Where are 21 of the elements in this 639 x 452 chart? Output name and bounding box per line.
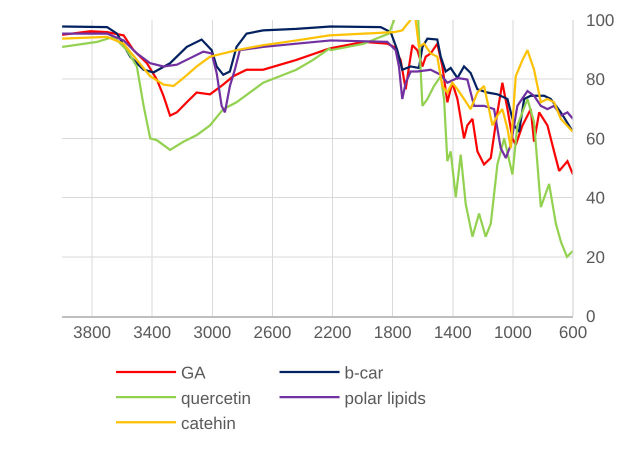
y-tick-label: 100: [586, 10, 614, 30]
line-series: [62, 25, 573, 133]
x-tick-label: 1400: [434, 323, 472, 342]
x-tick-label: 3000: [193, 323, 232, 342]
y-tick-label: 80: [586, 70, 605, 90]
y-tick-label: 40: [586, 188, 605, 208]
y-tick-label: 20: [586, 248, 605, 267]
x-tick-label: 600: [558, 323, 588, 342]
legend-label: catehin: [181, 414, 236, 433]
y-tick-label: 0: [586, 306, 596, 326]
y-tick-label: 60: [586, 129, 605, 148]
x-tick-label: 1800: [374, 323, 412, 342]
x-tick-label: 3800: [73, 323, 111, 342]
x-tick-label: 3400: [133, 323, 172, 342]
legend-label: GA: [181, 364, 206, 383]
legend-label: quercetin: [181, 388, 251, 408]
legend-label: polar lipids: [344, 388, 426, 408]
x-tick-label: 2600: [253, 323, 292, 342]
x-tick-label: 1000: [494, 323, 532, 342]
x-tick-label: 2200: [314, 323, 352, 342]
legend-label: b-car: [344, 364, 384, 383]
